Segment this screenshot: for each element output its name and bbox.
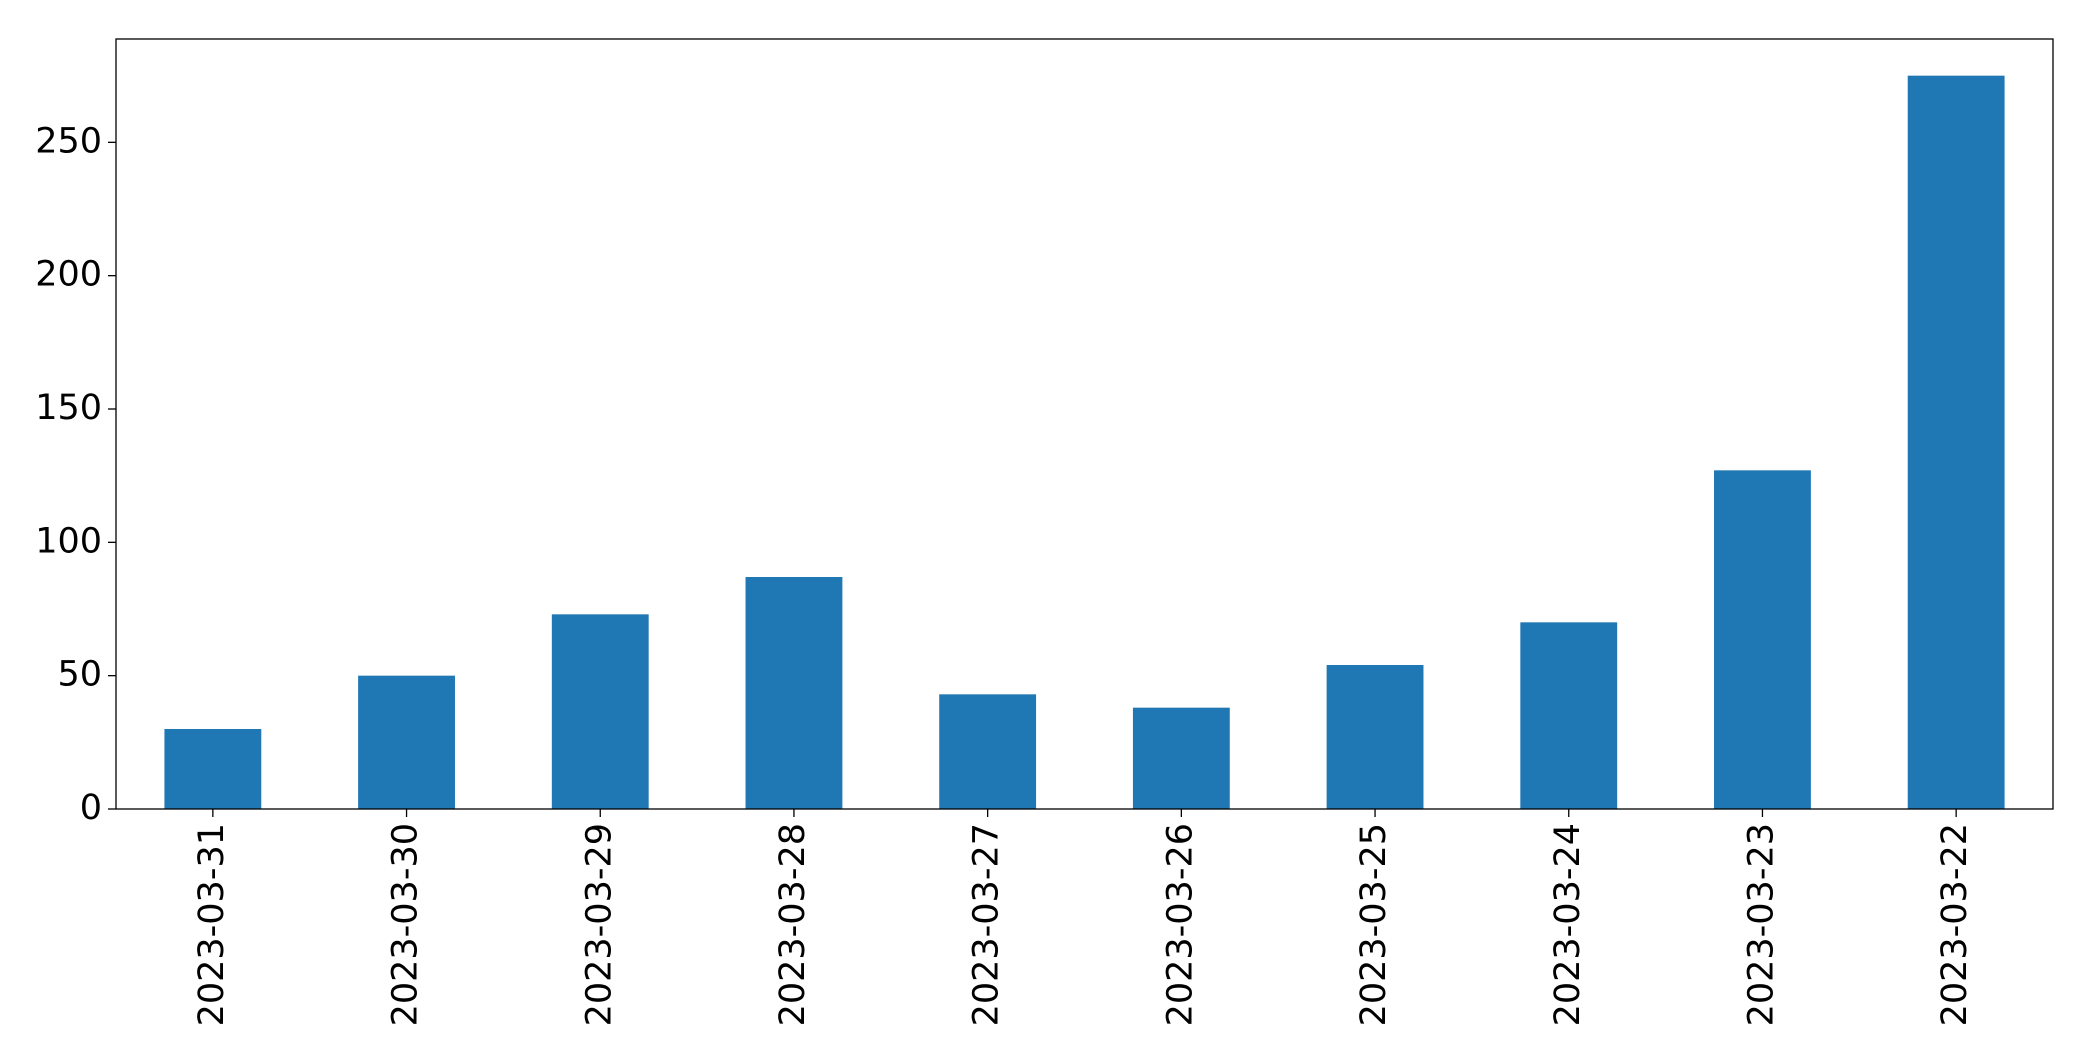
bar xyxy=(1907,75,2005,809)
bar xyxy=(1326,665,1424,809)
bar xyxy=(358,675,455,809)
y-tick-label: 0 xyxy=(80,788,102,828)
bar xyxy=(551,614,649,809)
bar xyxy=(1714,470,1811,809)
y-tick-label: 200 xyxy=(35,255,102,295)
x-tick-label: 2023-03-26 xyxy=(1160,823,1200,1026)
plot-frame xyxy=(115,38,2054,810)
y-tick-label: 150 xyxy=(35,388,102,428)
y-tick-label: 100 xyxy=(35,521,102,561)
x-tick-label: 2023-03-23 xyxy=(1741,823,1781,1026)
bar xyxy=(1132,707,1230,809)
x-tick-label: 2023-03-25 xyxy=(1354,823,1394,1026)
x-tick-label: 2023-03-27 xyxy=(967,823,1007,1026)
x-tick-label: 2023-03-28 xyxy=(773,823,813,1026)
bar xyxy=(745,577,843,809)
bar xyxy=(939,694,1037,809)
y-tick-label: 250 xyxy=(35,121,102,161)
x-tick-label: 2023-03-22 xyxy=(1935,823,1975,1026)
bar xyxy=(164,729,262,809)
bar xyxy=(1520,622,1618,809)
x-tick-label: 2023-03-31 xyxy=(192,823,232,1026)
x-tick-label: 2023-03-24 xyxy=(1548,823,1588,1026)
x-tick-label: 2023-03-30 xyxy=(386,823,426,1026)
y-tick-label: 50 xyxy=(57,655,102,695)
x-tick-label: 2023-03-29 xyxy=(579,823,619,1026)
